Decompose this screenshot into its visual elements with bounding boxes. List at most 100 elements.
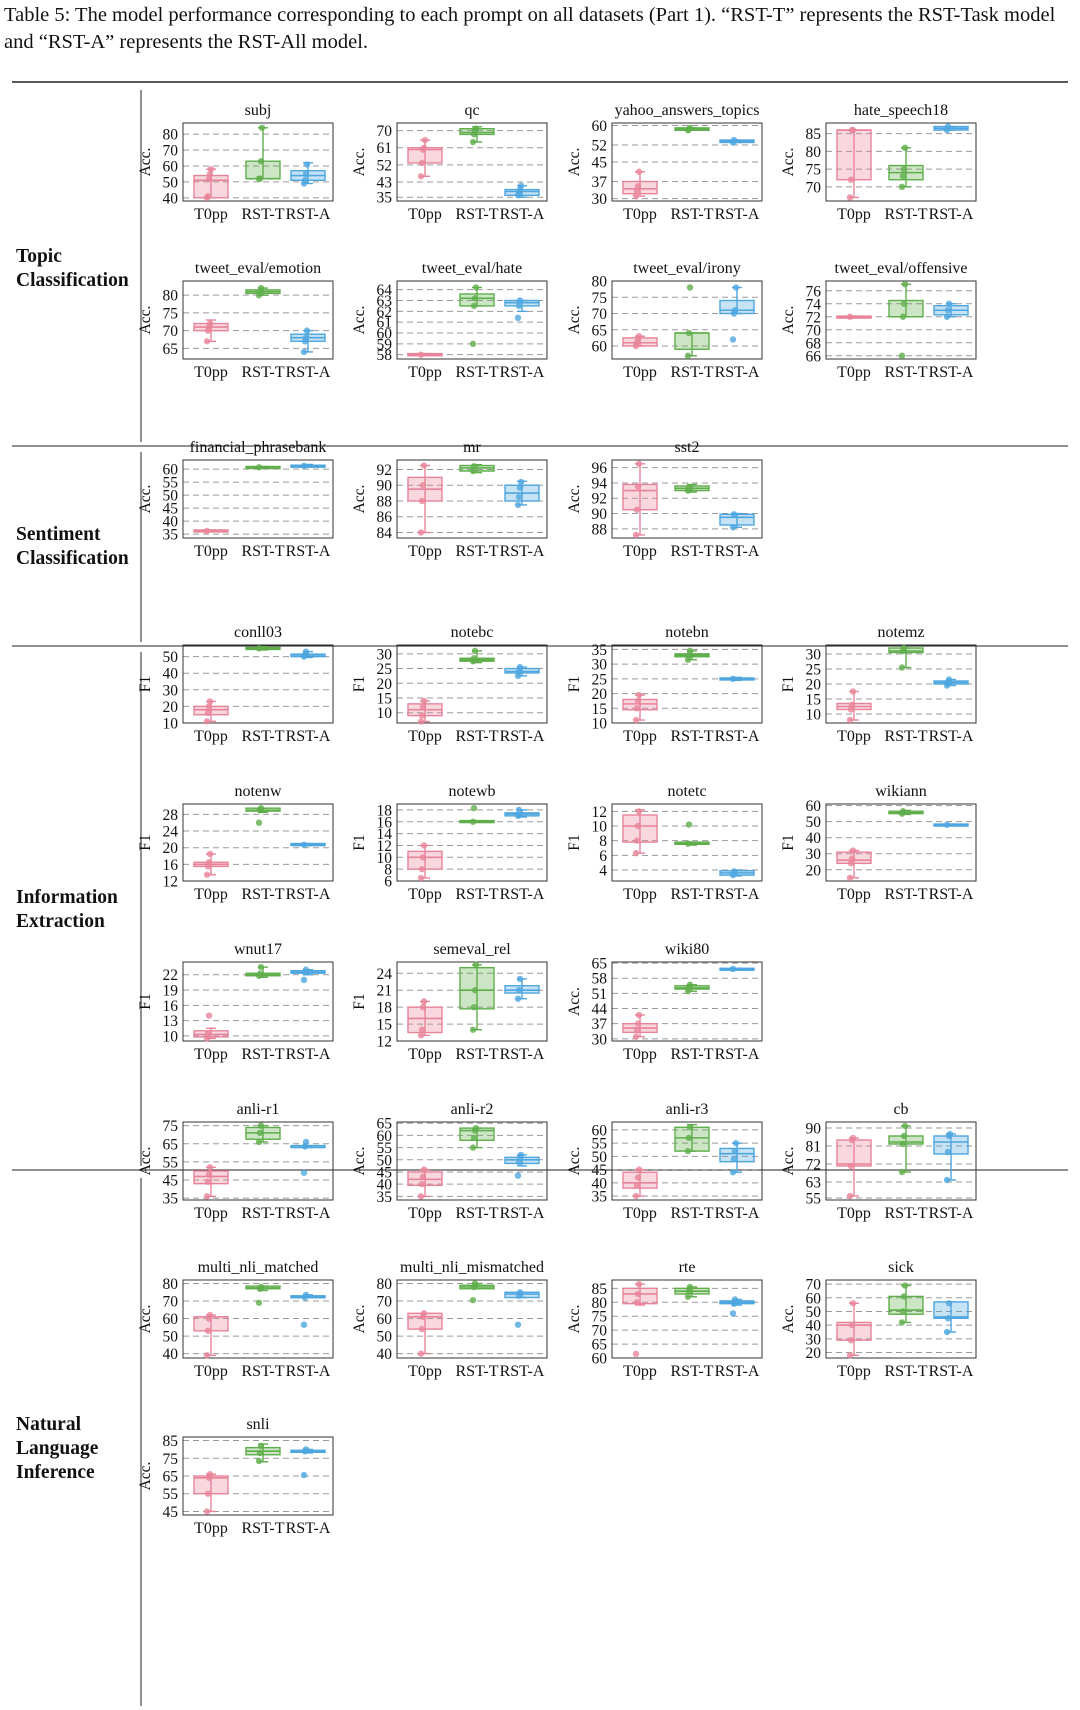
data-point [418,1026,426,1033]
y-tick-label: 20 [163,699,179,716]
y-tick-label: 40 [592,1175,608,1192]
data-point [418,865,426,873]
y-tick-label: 15 [377,1017,393,1034]
chart-title: tweet_eval/emotion [195,260,321,277]
y-tick-label: 20 [806,1345,822,1362]
y-tick-label: 10 [377,705,393,722]
data-point [729,675,737,683]
data-point [943,313,951,320]
chart-title: wnut17 [234,941,282,958]
chart-title: notewb [448,783,495,800]
data-point [685,484,693,491]
y-tick-label: 70 [806,322,822,339]
data-point [302,648,310,655]
data-point [899,313,907,320]
data-point [255,1457,263,1465]
data-point [899,808,907,815]
x-tick-label: RST-A [500,1205,545,1222]
data-point [730,511,738,518]
data-point [257,1283,265,1291]
data-point [206,1471,214,1478]
group-label: Language [16,1438,99,1459]
x-tick-label: T0pp [194,1205,228,1222]
chart-title: tweet_eval/offensive [835,260,968,277]
data-point [470,302,478,310]
x-tick-label: RST-A [286,1205,331,1222]
chart-title: notetc [667,783,706,800]
x-tick-label: T0pp [194,543,228,560]
x-tick-label: RST-T [671,1363,714,1380]
x-tick-label: RST-T [456,728,499,745]
data-point [633,188,641,195]
data-point [255,464,263,471]
data-point [302,1138,310,1146]
data-point [470,1003,478,1011]
x-tick-label: T0pp [194,206,228,223]
chart-title: yahoo_answers_topics [615,102,760,119]
data-point [686,284,694,291]
x-tick-label: T0pp [194,364,228,381]
data-point [898,352,906,359]
data-point [203,527,211,535]
y-tick-label: 50 [806,1304,822,1321]
data-point [944,1148,952,1156]
data-point [302,334,310,341]
data-point [686,1283,694,1291]
data-point [514,995,522,1002]
box-t0pp [407,697,443,725]
box-rst-a [504,663,540,680]
data-point [685,1134,693,1142]
x-tick-label: RST-A [286,543,331,560]
data-point [205,1171,213,1178]
y-tick-label: 12 [377,838,393,855]
y-tick-label: 10 [592,819,608,836]
x-tick-label: RST-A [286,886,331,903]
y-tick-label: 61 [377,140,393,157]
data-point [470,463,478,470]
data-point [420,1166,428,1173]
y-tick-label: 50 [163,488,179,505]
plot-frame [611,1279,763,1359]
data-point [420,842,428,849]
chart-title: rte [679,1259,696,1276]
x-tick-label: T0pp [623,728,657,745]
y-axis-label: F1 [137,834,154,850]
y-tick-label: 55 [377,1140,393,1157]
y-tick-label: 20 [377,676,393,693]
data-point [943,1176,951,1184]
y-axis-label: Acc. [780,1305,797,1334]
y-axis-label: Acc. [780,148,797,177]
plot-frame [396,1279,548,1359]
box-rst-t [245,1122,281,1146]
y-tick-label: 37 [592,1016,608,1033]
box-rst-a [504,1151,540,1179]
data-point [632,192,640,200]
chart-title: qc [464,102,479,119]
chart-title: sick [888,1259,914,1276]
y-tick-label: 10 [377,850,393,867]
box-t0pp [622,1280,658,1358]
y-axis-label: Acc. [566,148,583,177]
box-t0pp [193,165,229,202]
y-tick-label: 60 [806,1290,822,1307]
x-tick-label: RST-T [456,1205,499,1222]
y-tick-label: 14 [377,826,393,843]
data-point [257,1442,265,1450]
box-rst-t [459,463,495,475]
data-point [469,1144,477,1151]
data-point [205,175,213,182]
chart-title: wiki80 [665,941,709,958]
data-point [418,1180,426,1188]
y-tick-label: 70 [377,123,393,140]
plot-frame [182,280,334,360]
box-rst-a [290,462,326,470]
x-tick-label: RST-A [715,1205,760,1222]
data-point [472,961,480,969]
box-rst-t [888,281,924,359]
box-t0pp [193,527,229,535]
